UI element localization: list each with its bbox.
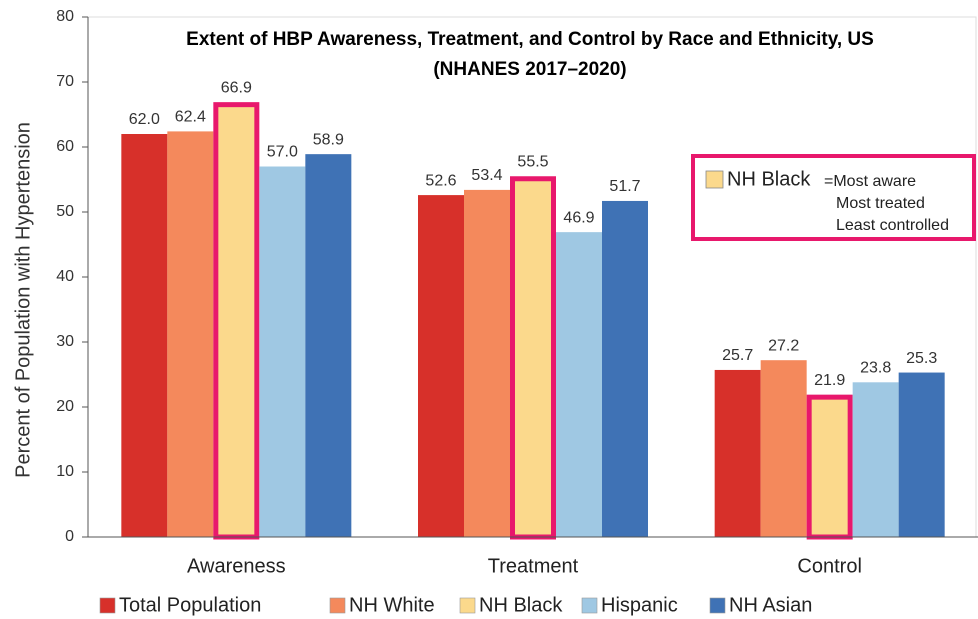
legend-label: NH Asian: [729, 594, 812, 616]
bar: [464, 189, 510, 537]
chart-title: Extent of HBP Awareness, Treatment, and …: [186, 29, 874, 50]
annotation-swatch: [705, 170, 724, 189]
legend-swatch: [581, 597, 598, 614]
legend-swatch: [329, 597, 346, 614]
value-label: 66.9: [221, 79, 252, 96]
value-label: 58.9: [313, 131, 344, 148]
bar: [305, 154, 352, 537]
bar: [556, 232, 602, 537]
value-label: 27.2: [768, 337, 799, 354]
y-tick-label: 30: [56, 333, 74, 350]
bar: [852, 382, 899, 537]
y-tick-label: 60: [56, 138, 74, 155]
chart-subtitle: (NHANES 2017–2020): [433, 59, 626, 80]
legend-label: Hispanic: [601, 594, 678, 616]
annotation-line: Least controlled: [836, 217, 949, 234]
bar: [167, 131, 214, 537]
legend-label: Total Population: [119, 594, 261, 616]
value-label: 25.3: [906, 350, 937, 367]
y-tick-label: 70: [56, 73, 74, 90]
y-tick-label: 0: [65, 528, 74, 545]
value-label: 52.6: [425, 172, 456, 189]
y-tick-label: 10: [56, 463, 74, 480]
y-tick-label: 50: [56, 203, 74, 220]
x-tick-label: Control: [797, 555, 861, 577]
value-label: 51.7: [609, 178, 640, 195]
annotation-box: [691, 154, 976, 241]
legend-label: NH Black: [479, 594, 563, 616]
bar: [898, 372, 945, 537]
value-label: 62.4: [175, 109, 206, 126]
legend-swatch: [459, 597, 476, 614]
x-tick-label: Treatment: [488, 555, 579, 577]
value-label: 21.9: [814, 372, 845, 389]
y-tick-label: 40: [56, 268, 74, 285]
bar: [602, 200, 648, 537]
bar: [714, 369, 761, 537]
annotation-line: =Most aware: [824, 173, 916, 190]
value-label: 53.4: [471, 167, 502, 184]
y-tick-label: 20: [56, 398, 74, 415]
annotation-label: NH Black: [727, 168, 811, 190]
y-axis-label: Percent of Population with Hypertension: [12, 122, 34, 478]
bar: [259, 166, 306, 537]
bar: [418, 195, 464, 537]
x-tick-label: Awareness: [187, 555, 286, 577]
value-label: 62.0: [129, 111, 160, 128]
bar: [121, 134, 168, 537]
y-tick-label: 80: [56, 8, 74, 25]
legend-swatch: [99, 597, 116, 614]
value-label: 55.5: [517, 153, 548, 170]
legend-label: NH White: [349, 594, 435, 616]
value-label: 57.0: [267, 144, 298, 161]
value-label: 46.9: [563, 209, 594, 226]
value-label: 25.7: [722, 347, 753, 364]
annotation-line: Most treated: [836, 195, 925, 212]
legend-swatch: [709, 597, 726, 614]
bar: [806, 394, 853, 540]
bar: [213, 102, 260, 540]
value-label: 23.8: [860, 360, 891, 377]
bar: [510, 176, 556, 540]
bar: [760, 360, 807, 537]
